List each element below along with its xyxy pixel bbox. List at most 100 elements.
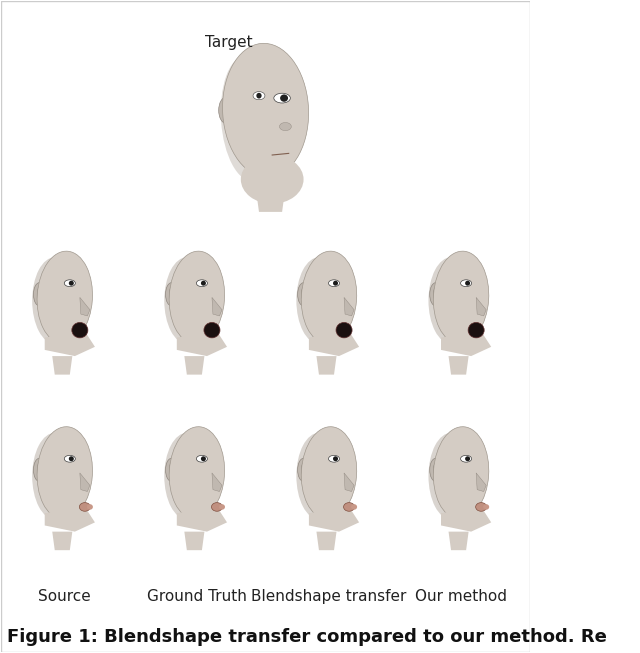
Ellipse shape (301, 462, 308, 478)
Polygon shape (52, 532, 72, 550)
Ellipse shape (72, 323, 88, 338)
Ellipse shape (344, 503, 355, 511)
Ellipse shape (336, 323, 352, 338)
Ellipse shape (351, 504, 357, 510)
Ellipse shape (328, 455, 340, 462)
Ellipse shape (37, 426, 93, 519)
Ellipse shape (164, 257, 209, 343)
Ellipse shape (166, 458, 178, 482)
Polygon shape (177, 507, 227, 532)
Polygon shape (344, 473, 354, 492)
Polygon shape (449, 356, 468, 375)
Ellipse shape (32, 433, 77, 519)
Ellipse shape (33, 458, 46, 482)
Polygon shape (449, 532, 468, 550)
Ellipse shape (483, 504, 489, 510)
Polygon shape (177, 331, 227, 356)
Polygon shape (52, 356, 72, 375)
Ellipse shape (37, 462, 44, 478)
Ellipse shape (204, 323, 220, 338)
Ellipse shape (333, 281, 338, 285)
Polygon shape (80, 473, 90, 492)
Ellipse shape (274, 93, 291, 103)
Polygon shape (441, 507, 492, 532)
Ellipse shape (223, 43, 308, 177)
Ellipse shape (170, 462, 176, 478)
Ellipse shape (170, 286, 176, 302)
Ellipse shape (328, 279, 340, 287)
Ellipse shape (196, 455, 207, 462)
Ellipse shape (223, 101, 231, 119)
Ellipse shape (69, 281, 74, 285)
Polygon shape (344, 297, 354, 316)
Ellipse shape (298, 283, 310, 306)
Ellipse shape (164, 433, 209, 519)
Polygon shape (184, 532, 204, 550)
Ellipse shape (64, 279, 76, 287)
Text: Ground Truth: Ground Truth (147, 589, 247, 604)
Ellipse shape (461, 455, 472, 462)
Ellipse shape (461, 279, 472, 287)
Ellipse shape (221, 56, 277, 182)
Ellipse shape (253, 91, 265, 100)
Polygon shape (476, 297, 486, 316)
Ellipse shape (429, 283, 442, 306)
Ellipse shape (219, 504, 225, 510)
Ellipse shape (433, 426, 489, 519)
Ellipse shape (465, 456, 470, 461)
Text: Source: Source (38, 589, 91, 604)
Ellipse shape (37, 251, 93, 343)
Ellipse shape (33, 283, 46, 306)
Ellipse shape (219, 97, 233, 123)
Ellipse shape (166, 283, 178, 306)
Ellipse shape (433, 462, 440, 478)
Text: Target: Target (205, 35, 252, 50)
Polygon shape (184, 356, 204, 375)
Text: Our method: Our method (415, 589, 507, 604)
Ellipse shape (301, 426, 356, 519)
Ellipse shape (468, 323, 484, 338)
Ellipse shape (429, 458, 442, 482)
Ellipse shape (257, 93, 262, 99)
Ellipse shape (69, 456, 74, 461)
Ellipse shape (201, 281, 206, 285)
Polygon shape (255, 187, 285, 212)
Polygon shape (212, 297, 222, 316)
Ellipse shape (433, 286, 440, 302)
Ellipse shape (196, 279, 207, 287)
Ellipse shape (280, 95, 288, 102)
Ellipse shape (333, 456, 338, 461)
Text: Blendshape transfer: Blendshape transfer (252, 589, 406, 604)
Ellipse shape (301, 286, 308, 302)
Polygon shape (316, 532, 337, 550)
Ellipse shape (64, 455, 76, 462)
Polygon shape (476, 473, 486, 492)
Ellipse shape (32, 257, 77, 343)
Ellipse shape (433, 251, 489, 343)
Polygon shape (309, 331, 359, 356)
Ellipse shape (79, 503, 90, 511)
Ellipse shape (428, 257, 474, 343)
Polygon shape (80, 297, 90, 316)
Ellipse shape (428, 433, 474, 519)
Ellipse shape (87, 504, 93, 510)
Ellipse shape (296, 257, 342, 343)
Ellipse shape (211, 503, 223, 511)
Ellipse shape (280, 123, 291, 131)
Polygon shape (212, 473, 222, 492)
Ellipse shape (169, 426, 225, 519)
Ellipse shape (241, 155, 303, 204)
Ellipse shape (296, 433, 342, 519)
Polygon shape (441, 331, 492, 356)
Polygon shape (309, 507, 359, 532)
Ellipse shape (298, 458, 310, 482)
Text: Figure 1: Blendshape transfer compared to our method. Re: Figure 1: Blendshape transfer compared t… (6, 628, 607, 646)
Ellipse shape (301, 251, 356, 343)
Ellipse shape (169, 251, 225, 343)
Polygon shape (45, 331, 95, 356)
Ellipse shape (201, 456, 206, 461)
Polygon shape (316, 356, 337, 375)
Ellipse shape (465, 281, 470, 285)
Ellipse shape (37, 286, 44, 302)
Polygon shape (45, 507, 95, 532)
